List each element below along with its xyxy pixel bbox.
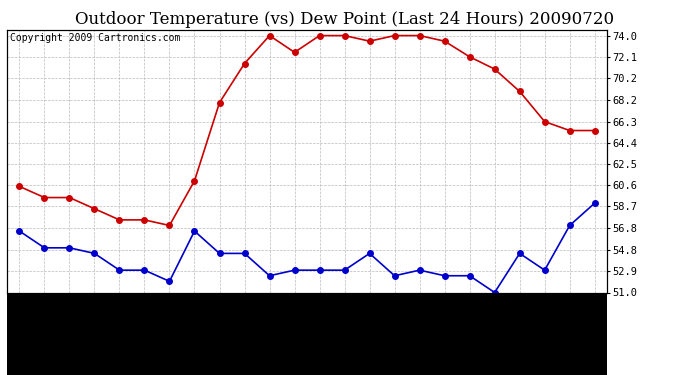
Text: Outdoor Temperature (vs) Dew Point (Last 24 Hours) 20090720: Outdoor Temperature (vs) Dew Point (Last… <box>75 11 615 28</box>
Text: Copyright 2009 Cartronics.com: Copyright 2009 Cartronics.com <box>10 33 180 43</box>
